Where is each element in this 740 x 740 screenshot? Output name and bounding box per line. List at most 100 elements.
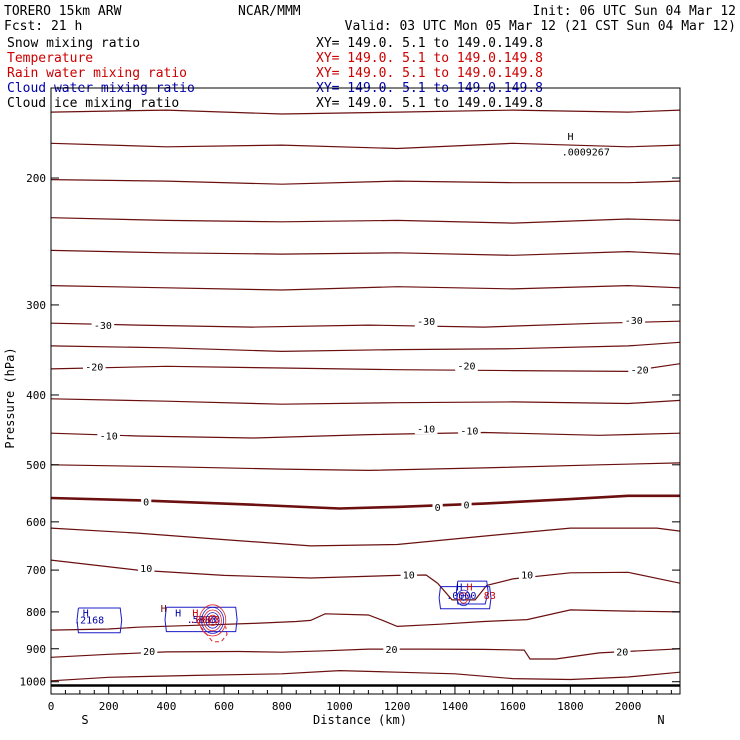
extremum-annotation: .2168 <box>74 615 104 626</box>
isotherm-line <box>51 559 680 601</box>
plot-area: -30 -30 -30 -20 -20 -20 -10 -10 -10 0 0 0 10 10 10 20 20… <box>51 109 680 682</box>
cloud-water-contour <box>455 580 489 605</box>
extremum-annotation: H <box>161 604 167 615</box>
temperature-label-bg <box>97 429 120 442</box>
temperature-label: 20 <box>385 645 397 656</box>
y-tick-label: 900 <box>26 643 46 656</box>
isotherm-line <box>51 431 680 439</box>
temperature-label-bg <box>400 568 417 581</box>
isotherm-line <box>51 363 680 373</box>
isotherm-line <box>51 609 680 631</box>
temperature-label-bg <box>140 645 158 658</box>
y-tick-label: 400 <box>26 389 46 402</box>
y-tick-label: 500 <box>26 459 46 472</box>
temperature-label: 0 <box>143 497 149 508</box>
field-xy-range: XY= 149.0. 5.1 to 149.0.149.8 <box>316 36 543 51</box>
isotherm-line <box>51 320 680 328</box>
valid-time: Valid: 03 UTC Mon 05 Mar 12 (21 CST Sun … <box>345 19 736 34</box>
temperature-label-bg <box>458 424 481 437</box>
isotherm-line <box>51 179 680 185</box>
isotherm-line <box>51 494 680 510</box>
extremum-annotation: 83 <box>484 591 496 602</box>
x-tick-label: 0 <box>48 700 55 713</box>
temperature-label-bg <box>628 363 651 376</box>
y-tick-label: 600 <box>26 516 46 529</box>
y-tick-label: 1000 <box>20 676 47 689</box>
temperature-label-bg <box>461 498 472 511</box>
temperature-label: 0 <box>463 501 469 512</box>
isotherm-line <box>51 142 680 150</box>
south-end-label: S <box>81 713 88 727</box>
cloud-ice-ring <box>201 607 225 634</box>
isotherm-line <box>51 398 680 405</box>
field-xy-range: XY= 149.0. 5.1 to 149.0.149.8 <box>316 66 543 81</box>
cloud-ice-ring <box>458 592 469 604</box>
mixing-ratio-contours <box>76 580 492 643</box>
x-tick-label: 600 <box>214 700 234 713</box>
x-tick-label: 1600 <box>499 700 526 713</box>
field-label: Snow mixing ratio <box>7 36 140 51</box>
y-axis-label: Pressure (hPa) <box>3 347 17 448</box>
temperature-label: -10 <box>417 424 435 435</box>
temperature-label: -10 <box>100 431 118 442</box>
temperature-label-bg <box>622 314 646 327</box>
chart-header: TORERO 15km ARW NCAR/MMM Init: 06 UTC Su… <box>4 4 736 34</box>
extremum-annotation: H <box>192 609 198 620</box>
cloud-ice-ring <box>207 614 218 627</box>
temperature-labels: -30 -30 -30 -20 -20 -20 -10 -10 -10 0 0 0 10 10 10 20 20… <box>83 314 651 659</box>
temperature-label: -30 <box>625 316 643 327</box>
field-legend: Snow mixing ratio XY= 149.0. 5.1 to 149.0… <box>7 36 543 111</box>
temperature-label-bg <box>138 561 155 574</box>
x-axis-label: Distance (km) <box>313 713 407 727</box>
extremum-annotation: .0083 <box>190 615 220 626</box>
temperature-label: -30 <box>417 317 435 328</box>
cloud-ice-ring <box>456 589 471 607</box>
cloud-ice-ring <box>205 612 220 629</box>
y-tick-label: 300 <box>26 299 46 312</box>
x-tick-label: 800 <box>272 700 292 713</box>
north-end-label: N <box>657 713 664 727</box>
isotherm-line <box>51 249 680 256</box>
y-tick-label: 700 <box>26 564 46 577</box>
extremum-annotation: .5883 <box>187 615 217 626</box>
isotherm-line <box>51 109 680 115</box>
extremum-annotation: H <box>568 132 574 143</box>
isotherm-line <box>51 527 680 547</box>
temperature-label: -20 <box>631 366 649 377</box>
cloud-water-contour <box>164 606 238 633</box>
temperature-contours <box>51 109 680 682</box>
temperature-label: 20 <box>143 647 155 658</box>
cloud-ice-ring <box>210 617 216 624</box>
temperature-label-bg <box>614 645 631 658</box>
forecast-hour: Fcst: 21 h <box>4 19 82 34</box>
isotherm-line <box>51 462 680 472</box>
temperature-label: -30 <box>94 321 112 332</box>
y-tick-label: 800 <box>26 606 46 619</box>
temperature-label-bg <box>518 568 536 581</box>
y-tick-label: 200 <box>26 172 46 185</box>
temperature-label-bg <box>91 319 115 332</box>
field-label: Temperature <box>7 51 93 66</box>
temperature-label: 10 <box>140 564 152 575</box>
temperature-label: 0 <box>435 503 441 514</box>
field-label: Rain water mixing ratio <box>7 66 187 81</box>
x-tick-label: 1000 <box>326 700 353 713</box>
cloud-ice-ring <box>203 609 222 632</box>
x-tick-label: 1800 <box>557 700 584 713</box>
field-xy-range: XY= 149.0. 5.1 to 149.0.149.8 <box>316 96 543 111</box>
extremum-annotation: .0009267 <box>562 147 610 158</box>
temperature-label: -20 <box>457 361 475 372</box>
field-xy-range: XY= 149.0. 5.1 to 149.0.149.8 <box>316 51 543 66</box>
temperature-label-bg <box>455 359 478 372</box>
temperature-label-bg <box>83 360 106 373</box>
isotherm-line <box>51 284 680 291</box>
temperature-label-bg <box>383 642 400 655</box>
extremum-annotation: H <box>467 582 473 593</box>
temperature-label: 20 <box>616 648 628 659</box>
x-tick-label: 1200 <box>384 700 411 713</box>
rain-water-contour <box>196 621 228 643</box>
cloud-water-contour <box>438 586 492 610</box>
temperature-label: 10 <box>521 571 533 582</box>
